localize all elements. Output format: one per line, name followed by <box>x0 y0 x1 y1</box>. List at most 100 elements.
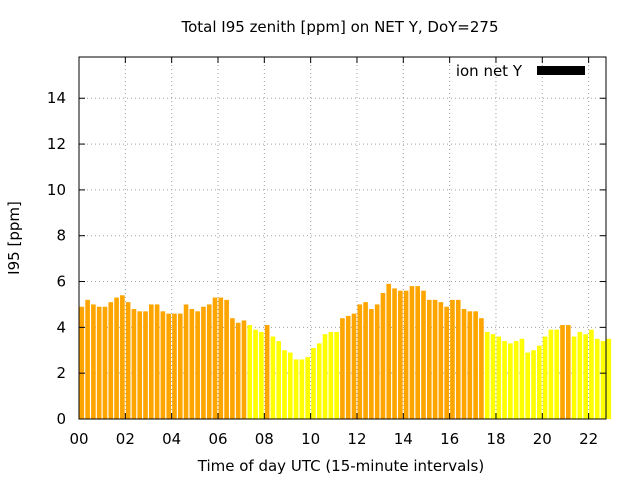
bar <box>91 304 96 419</box>
bar <box>235 322 241 419</box>
bar <box>131 309 137 419</box>
y-tick-label: 0 <box>56 410 66 428</box>
bar <box>583 334 588 419</box>
y-axis-label: I95 [ppm] <box>5 201 23 275</box>
bar <box>154 304 160 419</box>
x-tick-label: 06 <box>208 430 227 448</box>
bar <box>398 290 403 419</box>
x-tick-label: 08 <box>255 430 274 448</box>
bar <box>403 290 409 419</box>
chart-title: Total I95 zenith [ppm] on NET Y, DoY=275 <box>180 18 498 36</box>
bar <box>577 331 583 419</box>
bar <box>415 286 421 419</box>
y-tick-label: 10 <box>47 181 66 199</box>
bar <box>183 304 189 419</box>
x-tick-label: 12 <box>347 430 366 448</box>
bar <box>519 338 525 419</box>
bar <box>172 313 177 419</box>
bar <box>479 318 484 419</box>
bar <box>444 306 449 419</box>
bar <box>311 347 316 419</box>
x-axis-label: Time of day UTC (15-minute intervals) <box>197 457 484 475</box>
bar <box>166 313 171 419</box>
bar <box>316 343 322 419</box>
bar <box>565 325 571 419</box>
bar <box>177 313 183 419</box>
bar <box>450 299 455 419</box>
bar <box>160 311 166 419</box>
bar <box>594 338 600 419</box>
bar <box>374 304 380 419</box>
bar <box>589 329 594 419</box>
bar <box>259 331 264 419</box>
x-tick-label: 16 <box>440 430 459 448</box>
bar <box>357 304 363 419</box>
x-tick-label: 02 <box>116 430 135 448</box>
bar <box>438 302 444 419</box>
bar <box>455 299 461 419</box>
legend: ion net Y <box>456 62 585 80</box>
bar <box>253 329 258 419</box>
bars-layer <box>79 283 612 419</box>
bar <box>328 331 334 419</box>
y-tick-label: 14 <box>47 89 66 107</box>
bar <box>206 304 212 419</box>
bar <box>473 311 478 419</box>
bar <box>490 334 496 419</box>
bar <box>537 345 542 419</box>
bar <box>287 352 293 419</box>
bar <box>432 299 438 419</box>
bar <box>560 325 565 419</box>
bar <box>143 311 148 419</box>
bar <box>276 341 282 419</box>
y-tick-label: 2 <box>56 364 66 382</box>
bar <box>212 297 218 419</box>
bar <box>380 292 386 419</box>
bar <box>241 320 247 419</box>
bar <box>426 299 432 419</box>
bar <box>548 329 554 419</box>
bar <box>600 341 606 419</box>
bar <box>345 315 351 419</box>
bar <box>531 350 536 419</box>
bar <box>108 302 114 419</box>
bar <box>322 334 328 419</box>
bar <box>305 357 310 419</box>
bar <box>195 311 200 419</box>
legend-swatch <box>537 66 585 75</box>
bar <box>247 325 253 419</box>
bar <box>554 329 560 419</box>
x-tick-label: 18 <box>486 430 505 448</box>
y-tick-label: 4 <box>56 318 66 336</box>
bar <box>334 331 339 419</box>
bar <box>264 325 270 419</box>
bar <box>369 309 374 419</box>
x-tick-label: 20 <box>533 430 552 448</box>
bar <box>467 311 473 419</box>
bar <box>484 331 490 419</box>
x-tick-label: 10 <box>301 430 320 448</box>
bar <box>461 309 467 419</box>
bar <box>606 338 612 419</box>
bar <box>409 286 415 419</box>
bar <box>282 350 287 419</box>
bar <box>96 306 102 419</box>
bar <box>293 359 299 419</box>
y-tick-label: 6 <box>56 273 66 291</box>
bar <box>189 309 195 419</box>
bar <box>148 304 154 419</box>
bar <box>114 297 119 419</box>
bar <box>79 306 85 419</box>
x-tick-label: 14 <box>394 430 413 448</box>
bar <box>351 313 357 419</box>
bar <box>496 336 502 419</box>
bar <box>421 290 426 419</box>
bar <box>386 283 392 419</box>
bar <box>230 318 235 419</box>
bar <box>137 311 143 419</box>
plot-frame <box>78 56 607 420</box>
bar <box>340 318 345 419</box>
x-tick-label: 04 <box>162 430 181 448</box>
